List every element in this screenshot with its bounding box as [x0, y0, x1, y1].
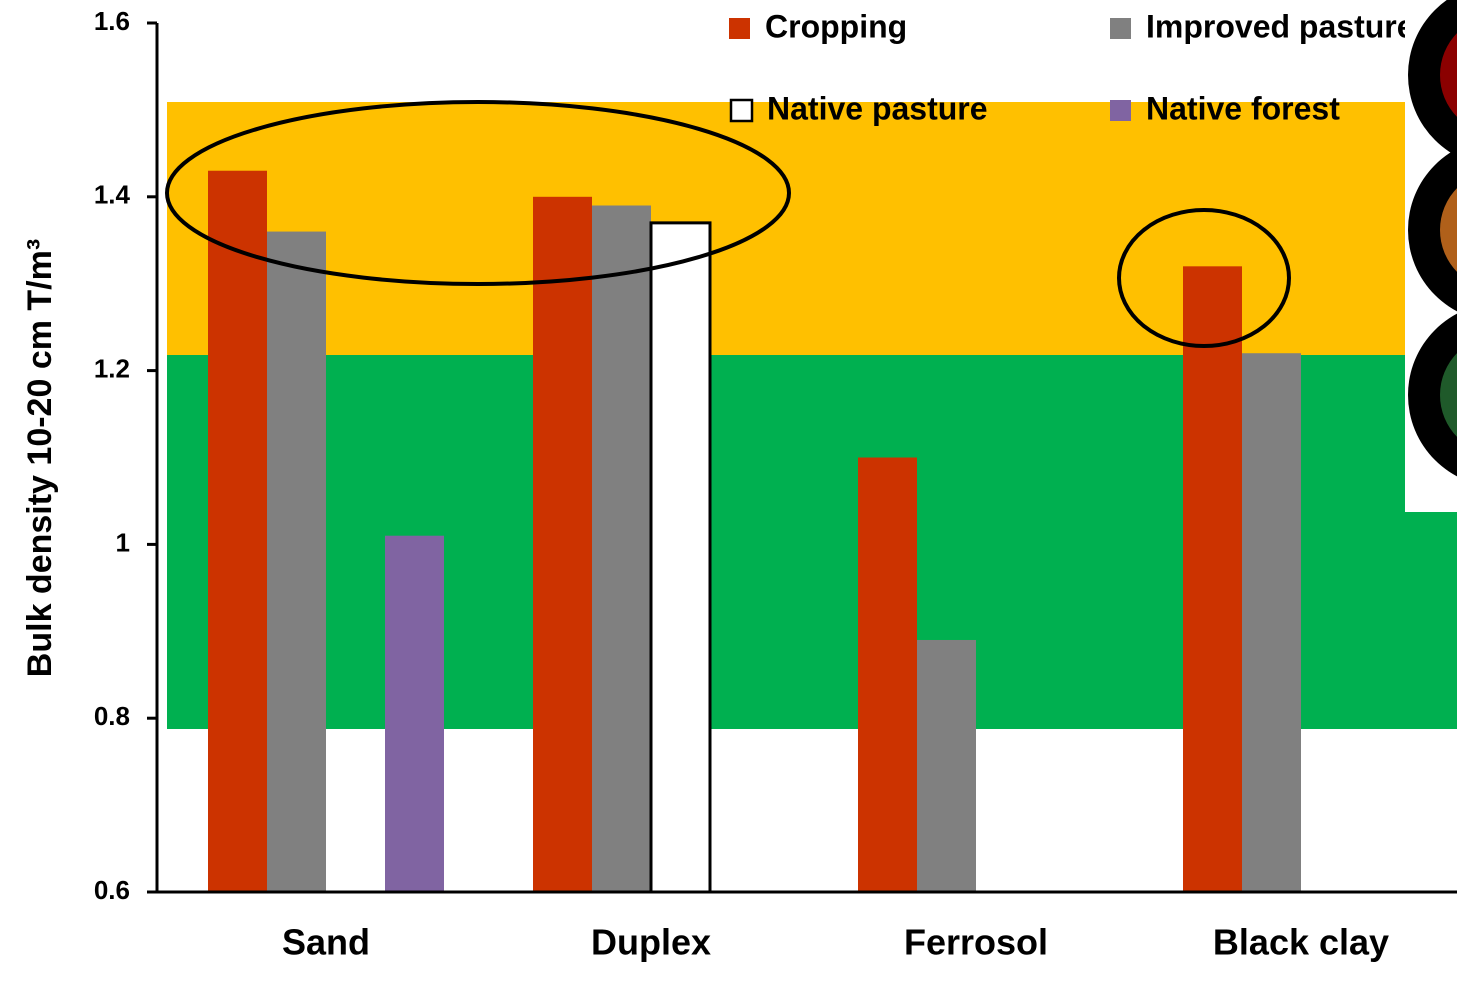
bar — [917, 639, 976, 892]
y-tick-label: 1.6 — [94, 6, 130, 36]
y-tick-label: 1 — [116, 527, 130, 557]
legend-swatch — [729, 98, 754, 123]
bar — [592, 205, 651, 893]
bar — [1183, 266, 1242, 892]
bar — [1242, 353, 1301, 893]
highlight-ellipse — [165, 100, 791, 286]
x-tick-label: Sand — [282, 922, 370, 963]
bar — [208, 170, 267, 893]
legend-label: Cropping — [765, 8, 907, 44]
x-tick-label: Duplex — [591, 922, 711, 963]
x-tick-label: Black clay — [1213, 922, 1389, 963]
legend-swatch — [1110, 100, 1131, 121]
legend-label: Native forest — [1146, 90, 1340, 126]
legend-label: Improved pasture — [1146, 8, 1415, 44]
bar — [267, 231, 326, 892]
traffic-light-image — [1405, 0, 1457, 512]
legend-swatch — [729, 18, 750, 39]
y-tick-label: 0.6 — [94, 875, 130, 905]
legend: Cropping Improved pasture Native pasture Na… — [729, 8, 1415, 126]
bars — [208, 170, 1301, 894]
y-tick-label: 1.4 — [94, 180, 131, 210]
x-tick-label: Ferrosol — [904, 922, 1048, 963]
highlight-ellipse — [1117, 208, 1291, 348]
y-tick-label: 1.2 — [94, 353, 130, 383]
bar — [533, 196, 592, 893]
bar — [858, 457, 917, 892]
bar — [385, 535, 444, 892]
bar — [649, 221, 712, 894]
legend-label: Native pasture — [767, 90, 988, 126]
legend-swatch — [1110, 18, 1131, 39]
y-axis-title: Bulk density 10-20 cm T/m³ — [21, 239, 59, 677]
y-tick-label: 0.8 — [94, 701, 130, 731]
